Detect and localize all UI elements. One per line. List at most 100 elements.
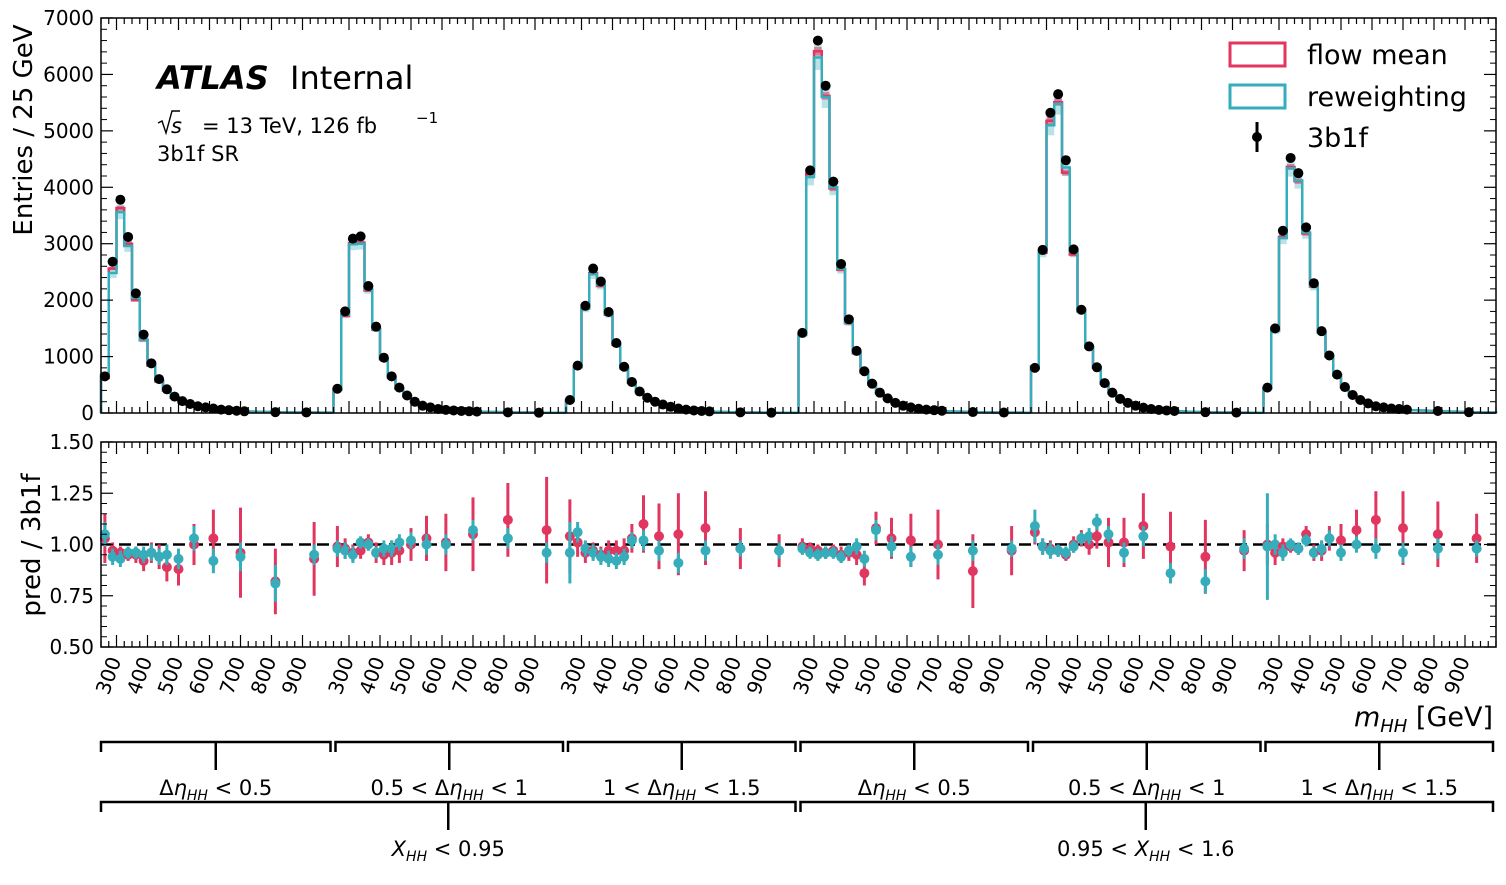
rew-ratio-point — [1277, 547, 1288, 558]
rew-ratio-point — [1200, 576, 1211, 587]
rew-ratio-point — [161, 549, 172, 560]
data-point — [580, 300, 591, 311]
rew-ratio-point — [1037, 541, 1048, 552]
ratio-axis-ticks: 0.50 0.75 1.00 1.25 1.50 — [49, 430, 1497, 659]
rew-ratio-point — [1398, 547, 1408, 558]
legend-rew-label: reweighting — [1307, 82, 1467, 113]
rew-ratio-point — [1270, 539, 1281, 550]
flow-ratio-point — [1370, 514, 1381, 525]
data-point — [394, 382, 405, 393]
flow-ratio-point — [638, 519, 649, 529]
data-point — [634, 386, 645, 397]
data-point — [409, 396, 420, 407]
rew-ratio-point — [654, 545, 664, 556]
ratio-y-tick-label: 1.00 — [49, 533, 94, 557]
rew-ratio-point — [340, 545, 351, 556]
eta-bracket — [334, 740, 565, 770]
flow-ratio-point — [700, 523, 711, 534]
rew-ratio-point — [107, 551, 118, 562]
lumi-exponent: −1 — [416, 109, 438, 127]
rew-ratio-point — [836, 551, 847, 562]
rew-ratio-point — [564, 547, 575, 558]
eta-bracket-label: 0.5 < ΔηHH < 1 — [371, 776, 528, 804]
rew-ratio-point — [138, 549, 149, 560]
rew-ratio-point — [1285, 539, 1296, 550]
data-point — [588, 263, 599, 274]
rew-ratio-point — [619, 551, 630, 562]
data-point — [1386, 403, 1397, 414]
data-point — [386, 371, 397, 382]
data-point — [363, 281, 374, 292]
data-point — [1394, 404, 1405, 415]
ratio-y-tick-label: 1.50 — [49, 430, 94, 454]
data-point — [1324, 350, 1335, 361]
eta-bracket — [99, 740, 332, 770]
data-point — [1401, 404, 1412, 415]
eta-bracket — [1264, 740, 1495, 770]
rew-ratio-point — [626, 535, 637, 546]
data-point — [572, 360, 583, 371]
rew-ratio-point — [123, 547, 134, 558]
main-y-tick-label: 5000 — [43, 119, 94, 143]
data-point — [192, 401, 203, 412]
data-point — [797, 327, 808, 338]
rew-ratio-point — [933, 549, 943, 560]
ratio-y-tick-label: 0.75 — [49, 584, 94, 608]
data-point — [967, 407, 978, 418]
rew-ratio-point — [1351, 539, 1362, 550]
data-point — [1277, 225, 1288, 236]
data-point — [642, 392, 653, 403]
data-point — [851, 345, 862, 356]
rew-ratio-point — [820, 547, 831, 558]
rew-ratio-point — [1471, 543, 1482, 554]
rew-ratio-point — [797, 543, 808, 554]
flow-ratio-point — [905, 535, 916, 546]
data-point — [1262, 382, 1273, 393]
data-point — [1347, 389, 1358, 400]
rew-ratio-point — [851, 541, 862, 552]
ratio-y-axis-label: pred / 3b1f — [17, 473, 47, 617]
data-point — [154, 374, 165, 385]
data-points — [99, 35, 1474, 418]
data-point — [1029, 362, 1040, 373]
data-point — [905, 402, 916, 413]
main-y-tick-label: 3000 — [43, 232, 94, 256]
sqrt-icon — [157, 110, 180, 136]
rew-ratio-point — [1165, 568, 1176, 579]
rew-ratio-point — [1076, 533, 1087, 544]
data-point — [1285, 152, 1296, 163]
data-point — [1270, 323, 1281, 334]
rew-ratio-point — [1262, 541, 1273, 552]
data-point — [681, 404, 692, 415]
data-point — [564, 395, 575, 406]
atlas-label: ATLAS — [154, 59, 269, 97]
xhh-bracket — [99, 800, 797, 830]
data-point — [270, 407, 281, 418]
data-point — [657, 399, 668, 410]
data-point — [1053, 89, 1064, 100]
data-point — [371, 321, 382, 332]
data-point — [828, 176, 839, 187]
data-point — [1463, 407, 1474, 418]
data-point — [1146, 404, 1157, 415]
rew-ratio-point — [572, 527, 583, 538]
rew-ratio-point — [1293, 543, 1304, 554]
main-y-tick-label: 2000 — [43, 288, 94, 312]
region-label: 3b1f SR — [157, 142, 239, 166]
eta-bracket — [1031, 740, 1262, 770]
energy-lumi-label: s = 13 TeV, 126 fb −1 — [157, 109, 438, 138]
data-point — [1308, 278, 1319, 289]
flow-ratio-point — [1351, 525, 1362, 536]
rew-ratio-point — [154, 551, 165, 562]
rew-ratio-point — [173, 553, 184, 564]
data-point — [130, 288, 141, 299]
data-point — [913, 403, 924, 414]
data-point — [626, 376, 637, 387]
data-point — [347, 233, 358, 244]
rew-ratio-point — [363, 539, 374, 550]
flow-ratio-point — [355, 545, 366, 556]
rew-ratio-point — [1138, 531, 1149, 542]
lumi-text: = 13 TeV, 126 fb — [202, 114, 377, 138]
rew-ratio-point — [394, 537, 405, 548]
